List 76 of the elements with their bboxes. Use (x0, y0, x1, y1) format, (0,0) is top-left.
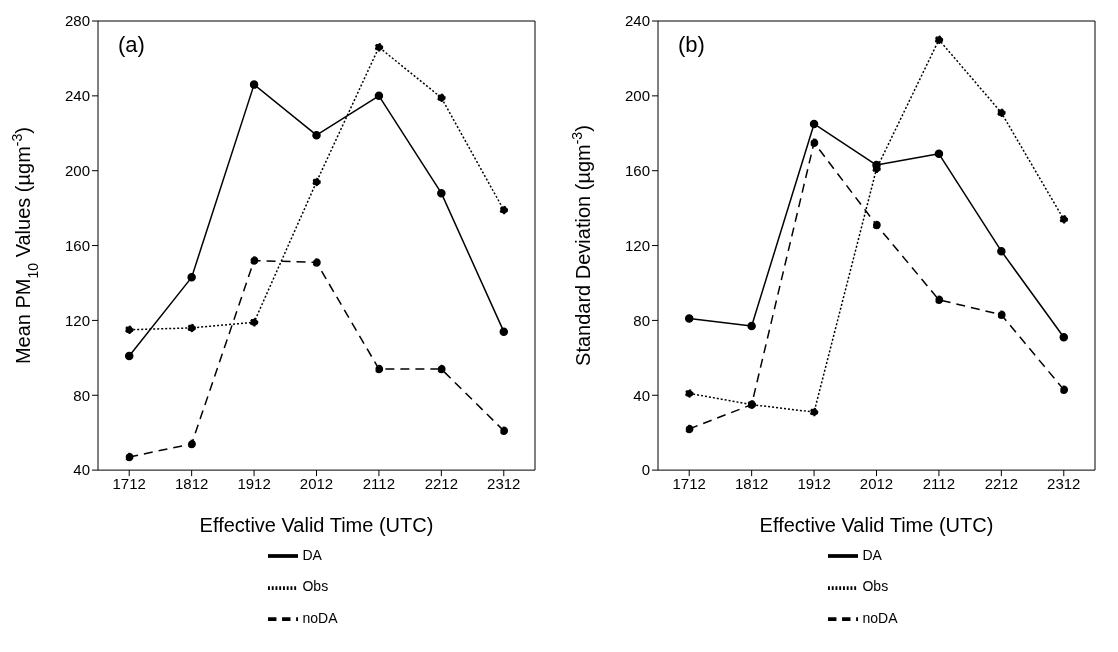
point (684, 389, 694, 398)
legend-label: DA (302, 547, 322, 564)
point (437, 364, 446, 374)
x-axis-title: Effective Valid Time (UTC) (759, 514, 994, 537)
y-tick-label: 0 (641, 461, 650, 479)
x-tick-label: 1912 (237, 474, 271, 492)
point (437, 93, 446, 102)
point (249, 80, 259, 89)
point (1059, 333, 1069, 342)
point (809, 119, 819, 129)
point (187, 439, 196, 449)
x-tick-label: 1912 (797, 474, 831, 492)
point (499, 205, 509, 215)
x-tick-label: 2112 (362, 474, 396, 492)
point (997, 108, 1006, 117)
point (124, 325, 134, 335)
x-tick-label: 1812 (734, 474, 769, 492)
y-tick-label: 160 (624, 162, 650, 180)
point (872, 220, 881, 230)
x-tick-label: 1712 (112, 474, 146, 492)
point (1059, 385, 1069, 394)
y-tick-label: 240 (624, 12, 650, 30)
y-tick-label: 200 (64, 162, 90, 180)
point (684, 424, 694, 434)
y-tick-label: 120 (64, 311, 90, 329)
point (249, 256, 259, 265)
point (997, 246, 1006, 256)
x-tick-label: 1812 (174, 474, 209, 492)
point (809, 407, 819, 417)
point (809, 138, 819, 147)
y-tick-label: 200 (624, 87, 650, 105)
legend-label: noDA (862, 609, 898, 626)
point (124, 351, 134, 361)
point (124, 452, 134, 462)
point (499, 327, 509, 336)
x-tick-label: 2012 (299, 474, 334, 492)
point (437, 188, 446, 198)
text: (a) (118, 32, 145, 58)
x-tick-label: 2212 (424, 474, 459, 492)
y-tick-label: 40 (73, 461, 90, 479)
x-tick-label: 2012 (859, 474, 894, 492)
point (934, 295, 944, 305)
y-tick-label: 40 (633, 386, 650, 404)
legend-label: Obs (862, 578, 889, 595)
y-tick-label: 120 (624, 236, 650, 254)
point (997, 310, 1006, 320)
legend-label: DA (862, 547, 882, 564)
legend-label: Obs (302, 578, 329, 595)
point (312, 130, 321, 140)
x-axis-title: Effective Valid Time (UTC) (199, 514, 434, 537)
point (374, 91, 384, 101)
y-tick-label: 80 (633, 311, 650, 329)
point (374, 42, 384, 52)
legend-label: noDA (302, 609, 338, 626)
y-tick-label: 160 (64, 236, 90, 254)
x-tick-label: 2112 (922, 474, 956, 492)
x-tick-label: 2312 (1047, 474, 1081, 492)
y-tick-label: 240 (64, 87, 90, 105)
point (249, 318, 259, 327)
point (312, 177, 321, 187)
point (1059, 215, 1069, 224)
point (187, 323, 196, 333)
x-tick-label: 2312 (487, 474, 521, 492)
x-tick-label: 1712 (672, 474, 706, 492)
point (934, 35, 944, 44)
point (374, 364, 384, 374)
point (187, 273, 196, 282)
point (312, 258, 321, 267)
point (747, 321, 756, 331)
point (934, 149, 944, 159)
x-tick-label: 2212 (984, 474, 1019, 492)
point (684, 314, 694, 323)
text: (b) (678, 32, 705, 58)
y-tick-label: 280 (64, 12, 90, 30)
y-tick-label: 80 (73, 386, 90, 404)
point (499, 426, 509, 436)
